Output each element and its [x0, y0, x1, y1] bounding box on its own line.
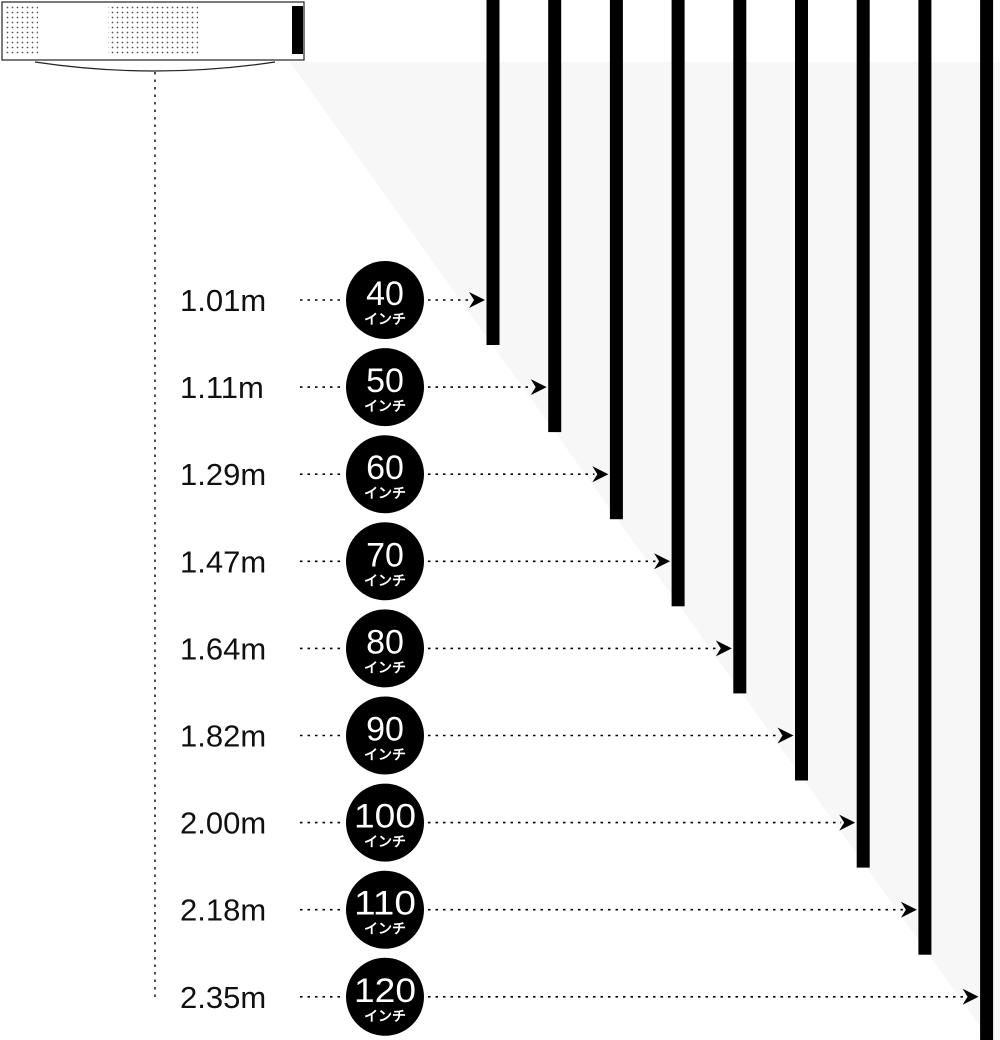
- size-badge-circle: [346, 522, 424, 601]
- arrowhead: [962, 988, 979, 1005]
- size-badge-circle: [346, 696, 424, 775]
- size-badge-unit: インチ: [364, 922, 406, 938]
- size-badge-unit: インチ: [364, 399, 406, 415]
- arrowhead: [469, 292, 485, 308]
- size-badge-number: 100: [354, 798, 416, 836]
- screen-bar: [486, 0, 500, 345]
- size-badge-number: 90: [366, 711, 404, 749]
- size-badge-unit: インチ: [364, 486, 406, 502]
- screen-bar: [609, 0, 623, 520]
- distance-label: 1.82m: [180, 719, 266, 754]
- distance-label: 1.64m: [180, 631, 266, 666]
- distance-label: 1.11m: [180, 370, 264, 405]
- screen-bar: [733, 0, 747, 694]
- size-badge-unit: インチ: [364, 660, 406, 676]
- size-badge-number: 40: [366, 275, 404, 313]
- screen-bar: [856, 0, 870, 868]
- distance-label: 1.47m: [180, 544, 266, 579]
- size-badge-unit: インチ: [364, 573, 406, 589]
- size-badge-circle: [346, 261, 424, 339]
- distance-label: 1.01m: [180, 283, 266, 318]
- size-badge-circle: [346, 957, 424, 1036]
- screen-bar: [795, 0, 808, 781]
- arrowhead: [839, 814, 856, 831]
- size-badge-unit: インチ: [364, 1009, 406, 1025]
- size-badge-unit: インチ: [364, 835, 406, 851]
- arrowhead: [715, 640, 732, 657]
- size-badge-number: 80: [366, 623, 404, 661]
- screen-bar: [671, 0, 685, 607]
- projector-icon: [1, 1, 305, 72]
- size-badge-number: 110: [354, 885, 416, 923]
- size-badge-number: 50: [366, 362, 404, 400]
- arrowhead: [654, 553, 671, 570]
- screen-bar: [980, 0, 994, 1040]
- size-badge-number: 120: [354, 972, 416, 1010]
- distance-label: 1.29m: [180, 457, 266, 492]
- size-badge-unit: インチ: [364, 312, 406, 328]
- size-badge-circle: [346, 435, 424, 514]
- distance-label: 2.18m: [180, 893, 266, 928]
- arrowhead: [530, 379, 547, 396]
- arrowhead: [900, 901, 917, 918]
- size-badge-circle: [346, 348, 424, 427]
- size-badge-number: 60: [366, 449, 404, 487]
- size-badge-unit: インチ: [364, 748, 406, 764]
- arrowhead: [777, 727, 794, 744]
- screen-bar: [918, 0, 932, 955]
- size-badge-circle: [346, 609, 424, 688]
- distance-label: 2.00m: [180, 806, 266, 841]
- size-badge-circle: [346, 783, 424, 862]
- size-badge-number: 70: [366, 536, 404, 574]
- screen-bar: [548, 0, 562, 433]
- size-badge-circle: [346, 870, 424, 949]
- arrowhead: [592, 466, 609, 483]
- distance-label: 2.35m: [180, 980, 266, 1015]
- projection-cone: [290, 62, 1000, 1040]
